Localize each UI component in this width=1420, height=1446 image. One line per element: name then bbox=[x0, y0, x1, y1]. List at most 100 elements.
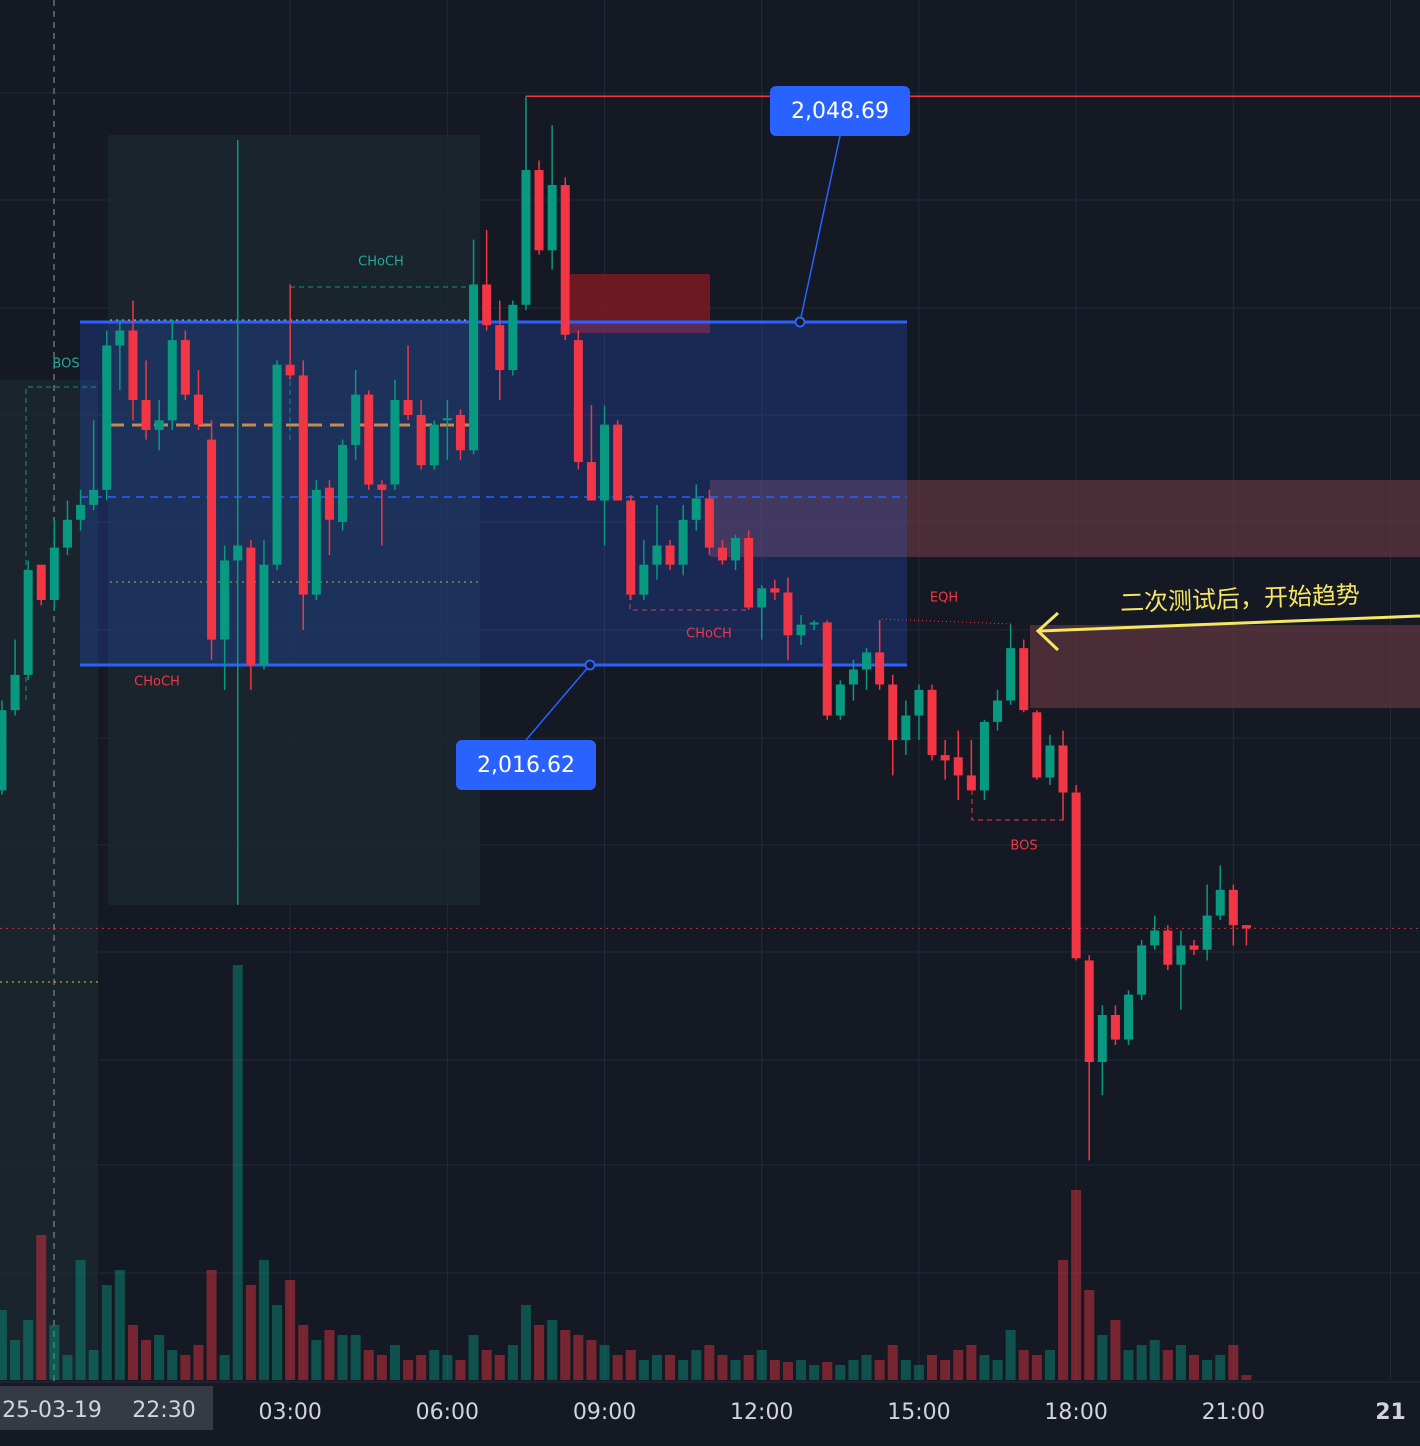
volume-bar bbox=[717, 1355, 728, 1380]
candle-body bbox=[835, 684, 845, 716]
candle-body bbox=[76, 504, 86, 520]
volume-bar bbox=[258, 1260, 269, 1380]
volume-bar bbox=[756, 1350, 767, 1380]
candle-body bbox=[953, 757, 963, 776]
volume-bar bbox=[337, 1335, 348, 1380]
candle-body bbox=[875, 652, 885, 685]
candle-body bbox=[586, 462, 596, 501]
candle-body bbox=[1110, 1014, 1120, 1040]
candle-body bbox=[23, 570, 33, 675]
volume-bar bbox=[180, 1355, 191, 1380]
annotation: BOS bbox=[52, 357, 79, 372]
candle-body bbox=[1202, 915, 1212, 950]
volume-bar bbox=[389, 1345, 400, 1380]
volume-bar bbox=[416, 1355, 427, 1380]
volume-bar bbox=[913, 1365, 924, 1380]
candle-body bbox=[1097, 1014, 1107, 1063]
candle-body bbox=[573, 340, 583, 463]
volume-bar bbox=[691, 1350, 702, 1380]
volume-bar bbox=[219, 1355, 230, 1380]
price-label: 2,016.62 bbox=[477, 753, 575, 778]
volume-bar bbox=[1084, 1290, 1095, 1380]
bos-line bbox=[25, 386, 100, 700]
annotation: CHoCH bbox=[358, 255, 404, 270]
candle-body bbox=[1045, 745, 1055, 778]
candle-body bbox=[691, 498, 701, 520]
session-shade bbox=[0, 380, 98, 1380]
candle-body bbox=[154, 420, 164, 430]
volume-bar bbox=[114, 1270, 125, 1380]
annotation: CHoCH bbox=[686, 627, 732, 642]
volume-bar bbox=[900, 1360, 911, 1380]
annotation: CHoCH bbox=[134, 675, 180, 690]
candle-body bbox=[560, 185, 570, 335]
volume-bar bbox=[298, 1325, 309, 1380]
candle-body bbox=[193, 394, 203, 425]
volume-bar bbox=[455, 1360, 466, 1380]
annotation: BOS bbox=[1010, 839, 1037, 854]
candle-body bbox=[272, 364, 282, 565]
candle-body bbox=[1124, 994, 1134, 1040]
x-tick-label: 21 bbox=[1375, 1400, 1406, 1425]
candle-body bbox=[704, 498, 714, 548]
candle-body bbox=[324, 487, 334, 520]
label-leader bbox=[799, 135, 841, 323]
annotation: EQH bbox=[930, 591, 958, 606]
candle-body bbox=[757, 588, 767, 608]
candle-body bbox=[469, 284, 479, 451]
price-label-box bbox=[770, 86, 910, 136]
candle-body bbox=[1006, 648, 1016, 701]
volume-bar bbox=[1044, 1350, 1055, 1380]
volume-bar bbox=[193, 1345, 204, 1380]
candle-body bbox=[1137, 945, 1147, 995]
volume-bar bbox=[154, 1335, 165, 1380]
volume-bar bbox=[704, 1345, 715, 1380]
candle-body bbox=[901, 715, 911, 741]
candle-body bbox=[364, 394, 374, 485]
volume-bar bbox=[206, 1270, 217, 1380]
volume-bar bbox=[1202, 1360, 1213, 1380]
candle-body bbox=[626, 500, 636, 595]
overlay: 2,048.69 2,016.62 CHoCH CHoCH CHoCH BOS BOS EQH… bbox=[52, 86, 1420, 854]
candle-body bbox=[822, 622, 832, 716]
candle-body bbox=[979, 721, 989, 791]
volume-bar bbox=[429, 1350, 440, 1380]
volume-bar bbox=[782, 1362, 793, 1380]
candle-body bbox=[888, 684, 898, 741]
volume-bar bbox=[861, 1355, 872, 1380]
volume-bar bbox=[167, 1350, 178, 1380]
crosshair-time: 22:30 bbox=[132, 1398, 195, 1423]
volume-bar bbox=[324, 1330, 335, 1380]
candle-body bbox=[940, 755, 950, 761]
candle-body bbox=[1228, 889, 1238, 926]
x-tick-label: 12:00 bbox=[730, 1400, 793, 1425]
candle-body bbox=[1176, 945, 1186, 965]
volume-bar bbox=[1018, 1350, 1029, 1380]
volume-bar bbox=[285, 1280, 296, 1380]
volume-bar bbox=[1071, 1190, 1082, 1380]
volume-bar bbox=[1175, 1345, 1186, 1380]
volume-bar bbox=[599, 1345, 610, 1380]
arrow-shaft bbox=[1039, 614, 1420, 633]
volume-bar bbox=[1228, 1345, 1239, 1380]
candle-body bbox=[180, 340, 190, 395]
candle-body bbox=[534, 170, 544, 251]
volume-bar bbox=[23, 1320, 34, 1380]
volume-bar bbox=[62, 1355, 73, 1380]
candle-body bbox=[796, 624, 806, 636]
candle-body bbox=[141, 400, 151, 430]
volume-bar bbox=[992, 1360, 1003, 1380]
candle-body bbox=[416, 414, 426, 466]
label-leader bbox=[525, 664, 591, 741]
volume-bar bbox=[940, 1360, 951, 1380]
volume-bar bbox=[10, 1340, 21, 1380]
volume-bar bbox=[49, 1325, 60, 1380]
x-tick-label: 15:00 bbox=[887, 1400, 950, 1425]
candle-body bbox=[848, 669, 858, 685]
volume-bar bbox=[547, 1320, 558, 1380]
volume-bar bbox=[507, 1345, 518, 1380]
candle-body bbox=[508, 304, 518, 371]
candle-body bbox=[167, 340, 177, 421]
candle-body bbox=[377, 484, 387, 490]
